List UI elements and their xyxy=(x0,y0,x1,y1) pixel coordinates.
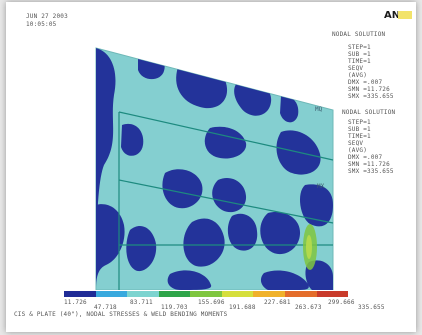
footer-caption: CIS & PLATE (40"), NODAL STRESSES & WELD… xyxy=(14,311,228,318)
legend-tick-2: 83.711 xyxy=(130,299,153,306)
legend-tick-3: 155.696 xyxy=(198,299,225,306)
mx-label: MX xyxy=(317,183,325,190)
rp-smx: SMX =335.655 xyxy=(348,93,394,100)
legend-tick-5: 299.666 xyxy=(328,299,355,306)
rp2-avg: (AVG) xyxy=(348,147,368,154)
legend-tick-1: 11.726 xyxy=(64,299,87,306)
legend-tick-7: 119.703 xyxy=(161,304,188,311)
colorbar-swatch xyxy=(316,291,349,297)
ansys-logo: AN xyxy=(384,10,401,21)
mq-label: MQ xyxy=(315,106,323,113)
rp2-smx: SMX =335.655 xyxy=(348,168,394,175)
ansys-result-viewport: JUN 27 2003 10:05:05 NODAL SOLUTION AN xyxy=(6,2,416,332)
contour-plot: MQ MX xyxy=(95,47,334,290)
colorbar-swatch xyxy=(95,291,128,297)
stress-colorbar xyxy=(64,291,349,297)
rp2-title: NODAL SOLUTION xyxy=(342,109,396,116)
legend-tick-6: 47.718 xyxy=(94,304,117,311)
rp-sub: SUB =1 xyxy=(348,51,371,58)
rp-seqv: SEQV xyxy=(348,65,364,72)
rp-dmx: DMX =.007 xyxy=(348,79,383,86)
colorbar-swatch xyxy=(253,291,285,297)
rp-time: TIME=1 xyxy=(348,58,371,65)
legend-tick-9: 263.673 xyxy=(295,304,322,311)
time-label: 10:05:05 xyxy=(26,21,57,28)
rp2-dmx: DMX =.007 xyxy=(348,154,383,161)
colorbar-swatch xyxy=(64,291,96,297)
colorbar-swatch xyxy=(284,291,317,297)
legend-tick-4: 227.681 xyxy=(264,299,291,306)
colorbar-swatch xyxy=(127,291,159,297)
colorbar-swatch xyxy=(190,291,222,297)
logo-accent-bar xyxy=(398,11,412,19)
colorbar-swatch xyxy=(221,291,254,297)
rp2-smn: SMN =11.726 xyxy=(348,161,390,168)
legend-tick-8: 191.688 xyxy=(229,304,256,311)
rp2-step: STEP=1 xyxy=(348,119,371,126)
solution-title: NODAL SOLUTION xyxy=(332,31,386,38)
date-label: JUN 27 2003 xyxy=(26,13,68,20)
rp2-time: TIME=1 xyxy=(348,133,371,140)
colorbar-swatch xyxy=(158,291,191,297)
rp-smn: SMN =11.726 xyxy=(348,86,390,93)
rp2-seqv: SEQV xyxy=(348,140,364,147)
rp2-sub: SUB =1 xyxy=(348,126,371,133)
rp-avg: (AVG) xyxy=(348,72,368,79)
rp-step: STEP=1 xyxy=(348,44,371,51)
legend-tick-10: 335.655 xyxy=(358,304,385,311)
